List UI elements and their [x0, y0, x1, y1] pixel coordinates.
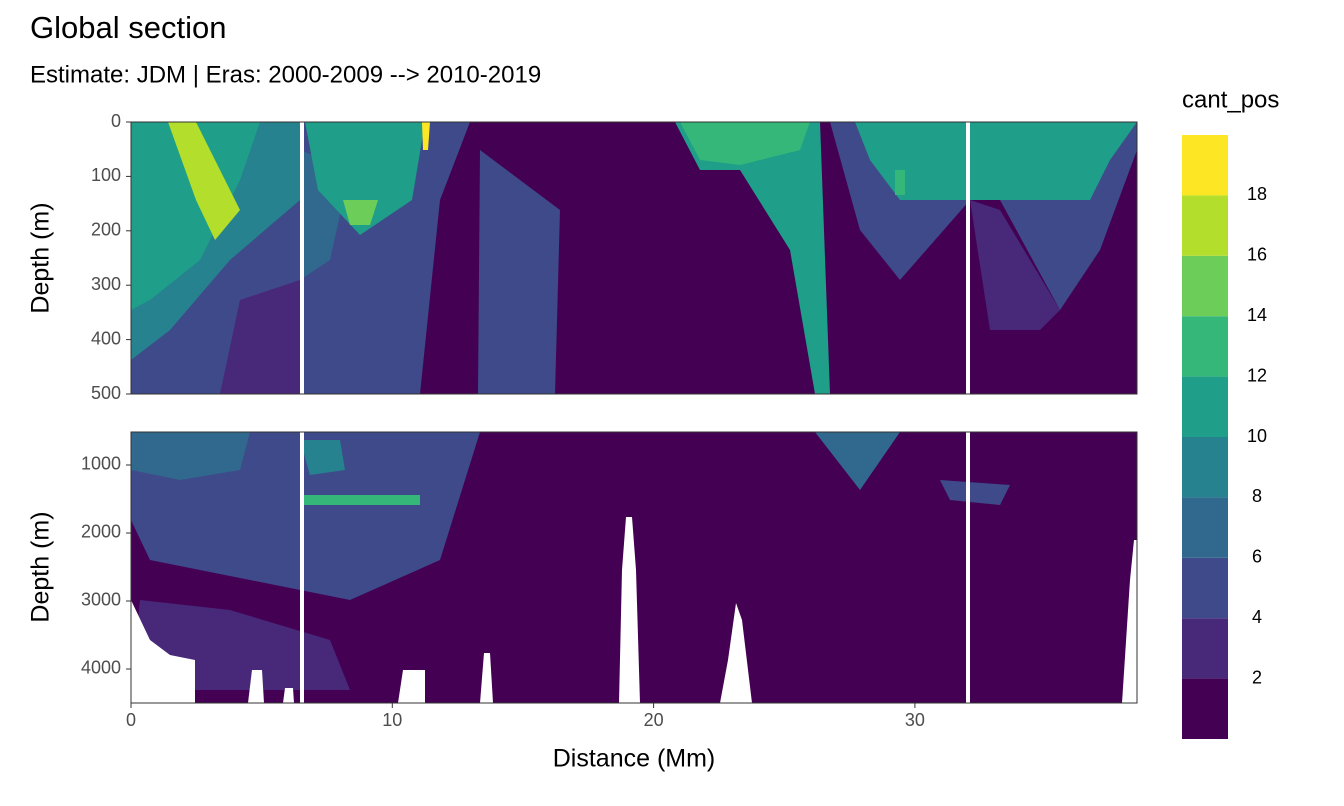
seafloor [480, 653, 493, 703]
contour-fill [220, 280, 300, 394]
seafloor [283, 688, 294, 703]
contour-fill [855, 122, 1137, 200]
legend-tick-label: 6 [1252, 547, 1262, 567]
legend-tick-label: 12 [1247, 365, 1267, 385]
y-axis-label: Depth (m) [27, 202, 55, 313]
contour-fill [422, 122, 430, 150]
contour-fill [168, 122, 240, 240]
legend-tick-label: 2 [1252, 667, 1262, 687]
legend-swatch [1182, 195, 1228, 256]
contour-fill [300, 440, 345, 475]
seafloor [1122, 540, 1137, 703]
chart-title: Global section [30, 10, 226, 45]
legend-swatch [1182, 376, 1228, 437]
contour-fill [478, 150, 560, 394]
contour-fill [131, 122, 260, 310]
x-tick-label: 30 [905, 710, 925, 730]
legend-swatch [1182, 618, 1228, 679]
seafloor [619, 517, 640, 703]
y-axis-label: Depth (m) [27, 511, 55, 622]
y-tick-label: 100 [91, 165, 121, 185]
legend-tick-label: 14 [1247, 305, 1267, 325]
y-tick-label: 500 [91, 383, 121, 403]
y-tick-label: 200 [91, 220, 121, 240]
legend-tick-label: 10 [1247, 426, 1267, 446]
legend-tick-label: 18 [1247, 184, 1267, 204]
contour-fill [300, 495, 420, 505]
x-tick-label: 0 [126, 710, 136, 730]
legend-swatch [1182, 557, 1228, 619]
legend-tick-label: 8 [1252, 486, 1262, 506]
y-tick-label: 400 [91, 328, 121, 348]
panel-bottom [131, 432, 1137, 703]
legend-swatch [1182, 497, 1228, 558]
contour-fill [940, 480, 1010, 505]
contour-fill [675, 122, 830, 394]
y-tick-label: 4000 [81, 658, 121, 678]
y-tick-label: 3000 [81, 590, 121, 610]
seafloor [248, 670, 264, 703]
contour-fill [343, 200, 378, 225]
seafloor [398, 670, 425, 703]
contour-fill [970, 200, 1060, 330]
contour-fill [815, 432, 900, 490]
y-tick-label: 300 [91, 274, 121, 294]
contour-fill [131, 432, 480, 600]
panel-top [131, 122, 1137, 394]
y-tick-label: 2000 [81, 522, 121, 542]
contour-fill [305, 122, 425, 235]
legend-swatch [1182, 135, 1228, 196]
y-tick-label: 0 [111, 111, 121, 131]
y-tick-label: 1000 [81, 454, 121, 474]
legend-swatch [1182, 255, 1228, 317]
legend-swatch [1182, 316, 1228, 377]
seafloor [131, 600, 195, 703]
panel-border [130, 121, 1138, 395]
chart-subtitle: Estimate: JDM | Eras: 2000-2009 --> 2010… [30, 61, 541, 88]
legend-title: cant_pos [1182, 86, 1279, 113]
legend-tick-label: 16 [1247, 245, 1267, 265]
panel-border [130, 431, 1138, 704]
contour-fill [895, 170, 905, 195]
seafloor [720, 603, 752, 703]
legend-swatch [1182, 678, 1228, 739]
contour-fill [131, 432, 250, 480]
contour-fill [680, 122, 810, 165]
x-tick-label: 10 [382, 710, 402, 730]
x-tick-label: 20 [644, 710, 664, 730]
x-axis-label: Distance (Mm) [553, 745, 716, 773]
legend-swatch [1182, 437, 1228, 498]
legend-tick-label: 4 [1252, 607, 1262, 627]
